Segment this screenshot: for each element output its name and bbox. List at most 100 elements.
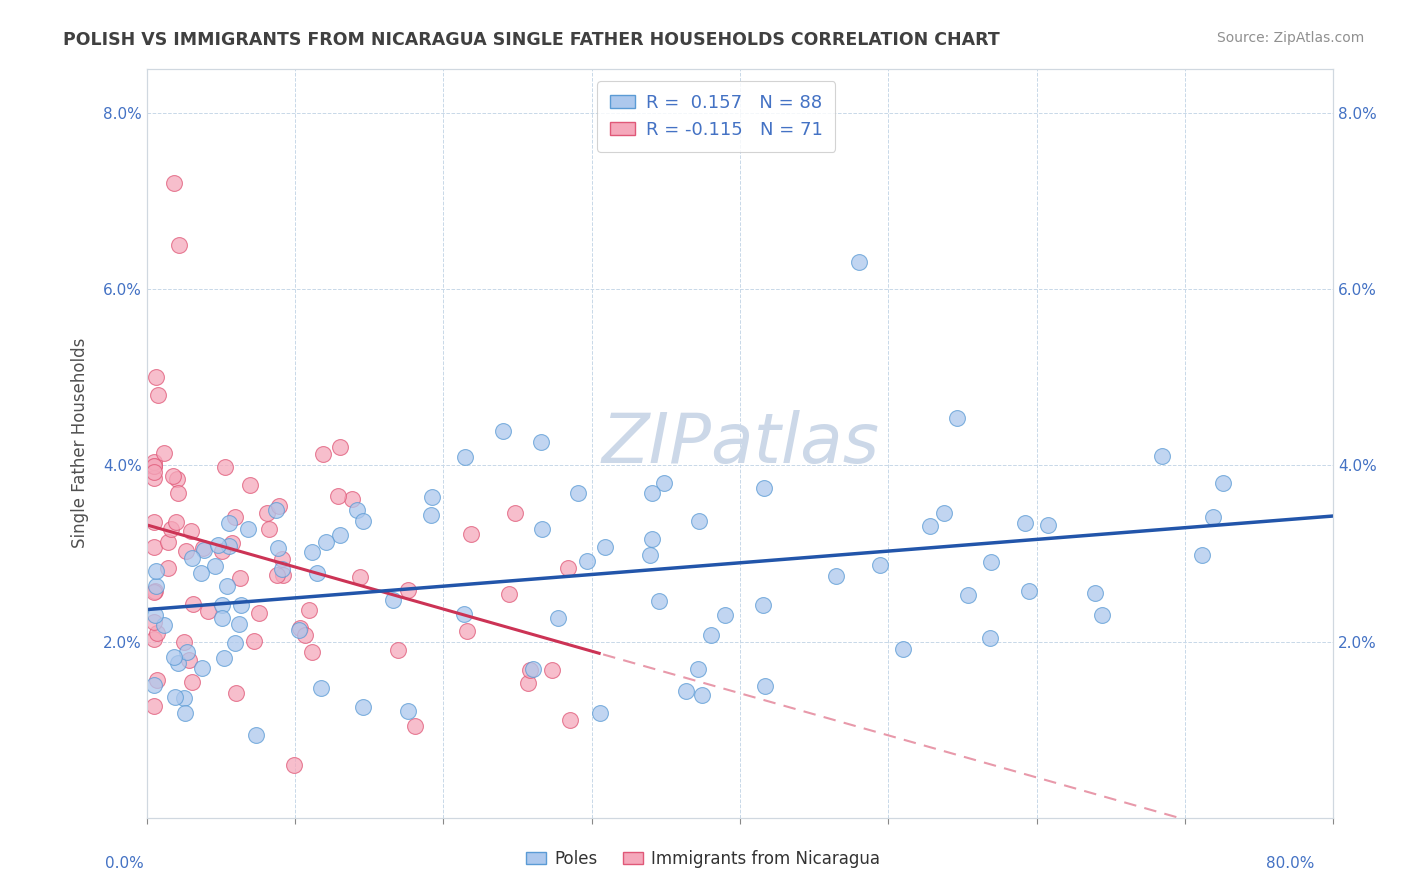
Point — [181, 598, 204, 612]
Point — [245, 728, 267, 742]
Point — [1202, 509, 1225, 524]
Point — [420, 490, 443, 504]
Point — [396, 582, 419, 597]
Point — [567, 486, 589, 500]
Point — [675, 683, 697, 698]
Point — [1083, 586, 1105, 600]
Point — [309, 681, 332, 696]
Point — [214, 460, 236, 475]
Point — [294, 628, 316, 642]
Point — [288, 621, 311, 635]
Point — [700, 628, 723, 642]
Point — [516, 676, 538, 690]
Point — [204, 559, 226, 574]
Point — [211, 611, 233, 625]
Point — [453, 607, 475, 621]
Point — [503, 506, 526, 520]
Point — [530, 522, 553, 536]
Point — [145, 578, 167, 592]
Point — [146, 626, 169, 640]
Point — [211, 544, 233, 558]
Point — [143, 615, 166, 629]
Point — [329, 528, 352, 542]
Point — [256, 506, 278, 520]
Point — [918, 519, 941, 533]
Point — [352, 700, 374, 714]
Point — [301, 544, 323, 558]
Point — [143, 585, 166, 599]
Point — [236, 522, 259, 536]
Point — [396, 704, 419, 718]
Point — [165, 690, 187, 705]
Point — [491, 424, 513, 438]
Point — [298, 603, 321, 617]
Point — [257, 522, 280, 536]
Point — [218, 539, 240, 553]
Point — [242, 634, 264, 648]
Point — [893, 642, 915, 657]
Point — [519, 663, 541, 677]
Point — [146, 673, 169, 687]
Point — [143, 699, 166, 714]
Point — [346, 503, 368, 517]
Point — [180, 674, 202, 689]
Point — [825, 569, 848, 583]
Point — [454, 450, 477, 464]
Point — [352, 514, 374, 528]
Point — [207, 538, 229, 552]
Point — [329, 440, 352, 454]
Point — [328, 489, 350, 503]
Point — [541, 664, 564, 678]
Point — [349, 570, 371, 584]
Point — [153, 617, 176, 632]
Point — [143, 455, 166, 469]
Point — [530, 435, 553, 450]
Point — [176, 645, 198, 659]
Point — [979, 631, 1001, 645]
Point — [522, 662, 544, 676]
Point — [648, 594, 671, 608]
Point — [173, 690, 195, 705]
Point — [156, 534, 179, 549]
Point — [228, 617, 250, 632]
Point — [420, 508, 443, 522]
Point — [180, 550, 202, 565]
Point — [224, 509, 246, 524]
Point — [547, 611, 569, 625]
Point — [652, 476, 675, 491]
Point — [1150, 449, 1173, 463]
Point — [946, 411, 969, 425]
Point — [686, 662, 709, 676]
Point — [239, 478, 262, 492]
Point — [145, 370, 167, 384]
Point — [167, 657, 190, 671]
Point — [312, 447, 335, 461]
Point — [588, 706, 610, 721]
Point — [218, 516, 240, 530]
Point — [231, 598, 253, 612]
Point — [146, 388, 169, 402]
Point — [404, 719, 426, 733]
Point — [869, 558, 891, 572]
Point — [212, 650, 235, 665]
Point — [1191, 548, 1213, 562]
Point — [162, 469, 184, 483]
Point — [145, 584, 167, 599]
Point — [498, 587, 520, 601]
Text: POLISH VS IMMIGRANTS FROM NICARAGUA SINGLE FATHER HOUSEHOLDS CORRELATION CHART: POLISH VS IMMIGRANTS FROM NICARAGUA SING… — [63, 31, 1000, 49]
Point — [315, 535, 337, 549]
Point — [143, 632, 166, 647]
Point — [143, 516, 166, 530]
Point — [340, 491, 363, 506]
Point — [641, 532, 664, 546]
Point — [1091, 607, 1114, 622]
Point — [211, 599, 233, 613]
Point — [264, 503, 287, 517]
Point — [221, 536, 243, 550]
Point — [387, 642, 409, 657]
Point — [595, 540, 617, 554]
Point — [166, 472, 188, 486]
Point — [271, 567, 294, 582]
Legend: R =  0.157   N = 88, R = -0.115   N = 71: R = 0.157 N = 88, R = -0.115 N = 71 — [598, 81, 835, 152]
Point — [271, 551, 294, 566]
